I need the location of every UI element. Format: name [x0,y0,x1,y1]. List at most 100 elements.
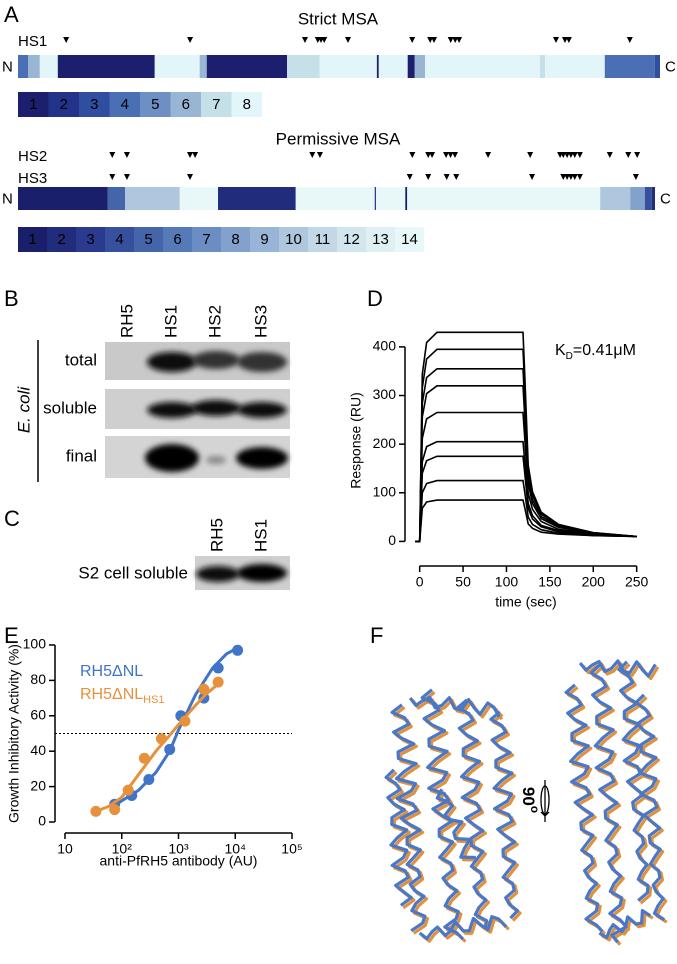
mutation-marker [321,37,328,43]
rotation-label: 90o [519,787,542,813]
conservation-segment [407,187,601,210]
conservation-segment [107,187,126,210]
mutation-marker [409,37,416,43]
x-tick-label: 100 [495,574,519,590]
mutation-marker [565,37,572,43]
legend-label: 6 [182,96,190,113]
y-tick-label: 60 [30,707,46,723]
conservation-segment [154,55,200,78]
legend-name: RH5ΔNL [80,686,143,703]
mutation-marker [527,152,534,158]
data-point [212,662,224,674]
data-point [164,743,176,755]
legend-swatch [109,92,140,117]
lane-label: HS1 [161,305,180,338]
conservation-segment [18,55,29,78]
y-tick-label: 400 [373,338,397,354]
legend-swatch [18,227,47,252]
y-tick-label: 40 [30,742,46,758]
legend-swatch [337,227,366,252]
legend-swatch [163,227,192,252]
backbone-trace [598,909,652,939]
mutation-marker [552,37,559,43]
mutation-marker [452,37,459,43]
panel-label: E [4,623,19,648]
conservation-segment [600,187,631,210]
backbone-trace [418,915,508,941]
track-label: HS3 [18,170,47,187]
backbone-trace [458,701,491,931]
legend-label: 2 [57,231,65,248]
backbone-trace [564,683,604,933]
mutation-marker [409,152,416,158]
backbone-trace [617,660,650,902]
conservation-segment [545,55,605,78]
legend-label: 8 [243,96,251,113]
series-line [415,411,637,543]
backbone-trace [578,659,657,678]
annotation-rest: =0.41μM [573,342,636,359]
backbone-trace [489,710,520,920]
legend-label: 3 [86,231,94,248]
mutation-marker [443,152,450,158]
rotation-value: 90 [519,787,538,806]
conservation-segment [539,55,546,78]
mutation-marker [626,37,633,43]
series-line [415,440,637,543]
legend-swatch [170,92,201,117]
mutation-marker [451,152,458,158]
legend-label: 3 [90,96,98,113]
backbone-trace [387,771,416,910]
mutation-marker [560,174,567,180]
terminus-label: N [2,58,13,75]
conservation-segment [206,55,287,78]
mutation-marker [632,174,639,180]
terminus-label: C [660,190,671,207]
x-tick-label: 0 [416,574,424,590]
legend-subscript: HS1 [143,694,164,706]
conservation-segment [295,187,375,210]
series-line [415,479,637,543]
mutation-marker [564,152,571,158]
mutation-marker [443,174,450,180]
legend-swatch [47,227,76,252]
conservation-segment [654,55,660,78]
conservation-segment [319,55,377,78]
track-label: HS2 [18,148,47,165]
mutation-marker [576,152,583,158]
y-tick-label: 80 [30,671,46,687]
panel-label: F [370,623,383,648]
legend-swatch [134,227,163,252]
series-line [415,331,637,543]
conservation-segment [286,55,320,78]
conservation-segment [644,187,652,210]
mutation-marker [425,174,432,180]
mutation-marker [447,37,454,43]
mutation-marker [186,152,193,158]
legend-label: 7 [212,96,220,113]
backbone-trace [589,663,628,944]
protein-structure [384,659,668,946]
panel-label: B [4,286,19,311]
mutation-marker [485,152,492,158]
lane-label: HS1 [251,519,270,552]
mutation-marker [316,152,323,158]
legend-label: 14 [401,231,418,248]
legend-label: 10 [285,231,302,248]
annotation-sub: D [566,351,573,362]
legend-swatch [279,227,308,252]
rotation-indicator [540,780,550,822]
legend-swatch [308,227,337,252]
legend-swatch [250,227,279,252]
series-line [415,499,637,543]
mutation-marker [606,152,613,158]
legend-swatch [76,227,105,252]
conservation-segment [374,187,376,210]
mutation-marker [529,174,536,180]
backbone-trace [390,703,427,933]
legend-label: 11 [315,231,331,248]
legend-label: 13 [372,231,389,248]
mutation-marker [560,152,567,158]
data-point [212,676,224,688]
